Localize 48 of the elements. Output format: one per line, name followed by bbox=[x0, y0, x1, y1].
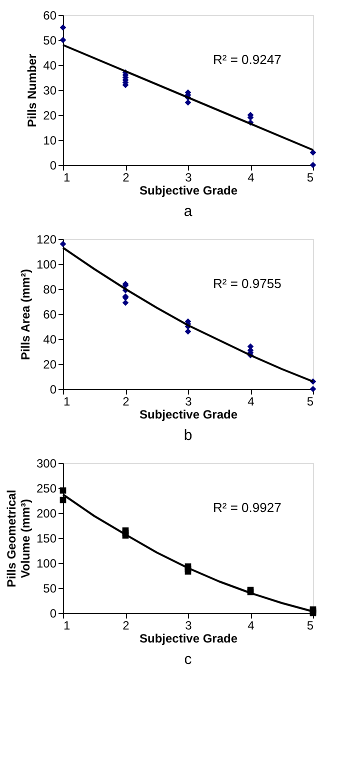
y-tick-label: 120 bbox=[36, 232, 57, 246]
y-tick-label: 60 bbox=[43, 8, 57, 22]
x-tick-label: 5 bbox=[306, 394, 314, 408]
y-tick-label: 250 bbox=[36, 482, 57, 496]
text: b bbox=[184, 427, 192, 444]
x-tick-label: 2 bbox=[122, 170, 130, 184]
y-tick-label: 20 bbox=[43, 108, 57, 122]
y-tick-label: 30 bbox=[43, 84, 57, 98]
y-tick-label: 50 bbox=[43, 582, 57, 596]
y-tick-label: 0 bbox=[50, 158, 57, 172]
y-tick-label: 40 bbox=[43, 332, 57, 346]
y-tick-label: 40 bbox=[43, 58, 57, 72]
y-tick-label: 10 bbox=[43, 134, 57, 148]
y-axis-title: Pills Number bbox=[25, 53, 40, 128]
x-tick-label: 3 bbox=[185, 618, 192, 632]
x-tick-label: 2 bbox=[122, 618, 130, 632]
annotation: R² = 0.9755 bbox=[213, 276, 282, 291]
y-tick-label: 50 bbox=[43, 34, 57, 48]
y-tick-label: 60 bbox=[43, 308, 57, 322]
x-axis-title: Subjective Grade bbox=[139, 408, 238, 422]
x-tick-label: 3 bbox=[185, 394, 192, 408]
annotation: R² = 0.9927 bbox=[213, 500, 282, 515]
y-axis-title: Pills Area (mm²) bbox=[18, 269, 32, 360]
x-axis-title: Subjective Grade bbox=[139, 632, 238, 646]
x-tick-label: 4 bbox=[248, 394, 255, 408]
y-axis-title: Pills Geometrical Volume (mm³) bbox=[4, 490, 32, 588]
y-tick-label: 0 bbox=[50, 382, 57, 396]
x-tick-label: 2 bbox=[122, 394, 130, 408]
x-tick-label: 4 bbox=[248, 618, 255, 632]
text: c bbox=[184, 651, 192, 668]
x-tick-label: 1 bbox=[64, 618, 70, 632]
y-tick-label: 100 bbox=[36, 556, 57, 570]
y-tick-label: 200 bbox=[36, 506, 57, 520]
y-tick-label: 100 bbox=[36, 258, 57, 272]
x-tick-label: 5 bbox=[306, 618, 314, 632]
annotation: R² = 0.9247 bbox=[213, 52, 282, 67]
text: a bbox=[184, 203, 193, 220]
x-tick-label: 5 bbox=[306, 170, 314, 184]
x-tick-label: 4 bbox=[248, 170, 255, 184]
x-tick-label: 1 bbox=[64, 170, 70, 184]
y-tick-label: 20 bbox=[43, 358, 57, 372]
x-tick-label: 3 bbox=[185, 170, 192, 184]
y-tick-label: 0 bbox=[50, 606, 57, 620]
y-tick-label: 150 bbox=[36, 532, 57, 546]
x-tick-label: 1 bbox=[64, 394, 70, 408]
x-axis-title: Subjective Grade bbox=[139, 184, 238, 198]
y-tick-label: 80 bbox=[43, 282, 57, 296]
y-tick-label: 300 bbox=[36, 456, 57, 470]
